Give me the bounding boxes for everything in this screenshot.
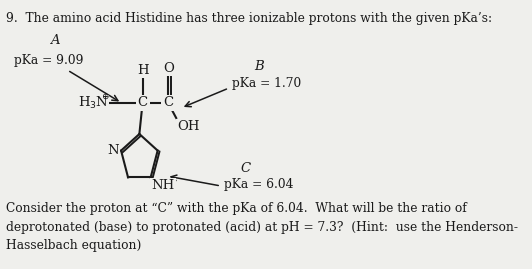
Text: H$_3$N: H$_3$N — [78, 95, 109, 111]
Text: ⊕: ⊕ — [101, 91, 108, 101]
Text: pKa = 9.09: pKa = 9.09 — [14, 54, 84, 67]
Text: H: H — [137, 64, 148, 77]
Text: C: C — [163, 97, 173, 109]
Text: Consider the proton at “C” with the pKa of 6.04.  What will be the ratio of
depr: Consider the proton at “C” with the pKa … — [6, 202, 518, 252]
Text: N: N — [107, 144, 119, 157]
Text: A: A — [49, 34, 59, 47]
Text: C: C — [240, 162, 251, 175]
Text: OH: OH — [177, 120, 200, 133]
Text: O: O — [163, 62, 173, 75]
Text: C: C — [137, 97, 147, 109]
Text: pKa = 6.04: pKa = 6.04 — [225, 178, 294, 191]
Text: pKa = 1.70: pKa = 1.70 — [232, 77, 302, 90]
Text: NH: NH — [152, 179, 174, 192]
Text: B: B — [255, 60, 264, 73]
Text: 9.  The amino acid Histidine has three ionizable protons with the given pKa’s:: 9. The amino acid Histidine has three io… — [6, 12, 493, 25]
